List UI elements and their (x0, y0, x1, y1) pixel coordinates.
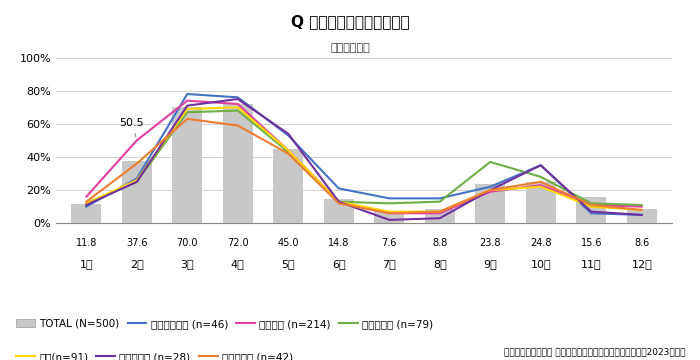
Text: 14.8: 14.8 (328, 238, 349, 248)
Bar (323, 199, 354, 223)
Text: 70.0: 70.0 (176, 238, 198, 248)
Text: 8月: 8月 (433, 259, 447, 269)
Text: 5月: 5月 (281, 259, 295, 269)
Text: 10月: 10月 (531, 259, 551, 269)
Text: 45.0: 45.0 (277, 238, 299, 248)
Bar (122, 161, 152, 223)
Text: 11.8: 11.8 (76, 238, 97, 248)
Bar (273, 149, 303, 223)
Bar (526, 182, 556, 223)
Legend: 近畿(n=91), 中国・四国 (n=28), 九州・沖縄 (n=42): 近畿(n=91), 中国・四国 (n=28), 九州・沖縄 (n=42) (12, 348, 297, 360)
Text: 7.6: 7.6 (382, 238, 397, 248)
Text: 12月: 12月 (631, 259, 652, 269)
Text: 11月: 11月 (581, 259, 601, 269)
Text: 23.8: 23.8 (480, 238, 501, 248)
Text: 50.5: 50.5 (119, 118, 144, 137)
Text: 15.6: 15.6 (580, 238, 602, 248)
Text: 7月: 7月 (382, 259, 396, 269)
Text: 72.0: 72.0 (227, 238, 248, 248)
Text: 37.6: 37.6 (126, 238, 148, 248)
Text: （複数回答）: （複数回答） (330, 43, 370, 53)
Text: 8.6: 8.6 (634, 238, 650, 248)
Text: 4月: 4月 (231, 259, 244, 269)
Text: 6月: 6月 (332, 259, 346, 269)
Bar (475, 184, 505, 223)
Text: 24.8: 24.8 (530, 238, 552, 248)
Text: 1月: 1月 (80, 259, 93, 269)
Bar (223, 104, 253, 223)
Bar (71, 204, 101, 223)
Text: Q 花粉症の症状が出る時期: Q 花粉症の症状が出る時期 (290, 14, 410, 30)
Bar (374, 211, 405, 223)
Bar (626, 209, 657, 223)
Text: 積水ハウス株式会社 住生活研究所「花粉に関する調査　（2023年）」: 積水ハウス株式会社 住生活研究所「花粉に関する調査 （2023年）」 (505, 347, 686, 356)
Text: 9月: 9月 (484, 259, 497, 269)
Text: 3月: 3月 (181, 259, 194, 269)
Text: 8.8: 8.8 (432, 238, 447, 248)
Bar (172, 107, 202, 223)
Text: 2月: 2月 (130, 259, 143, 269)
Bar (425, 209, 455, 223)
Bar (576, 197, 606, 223)
